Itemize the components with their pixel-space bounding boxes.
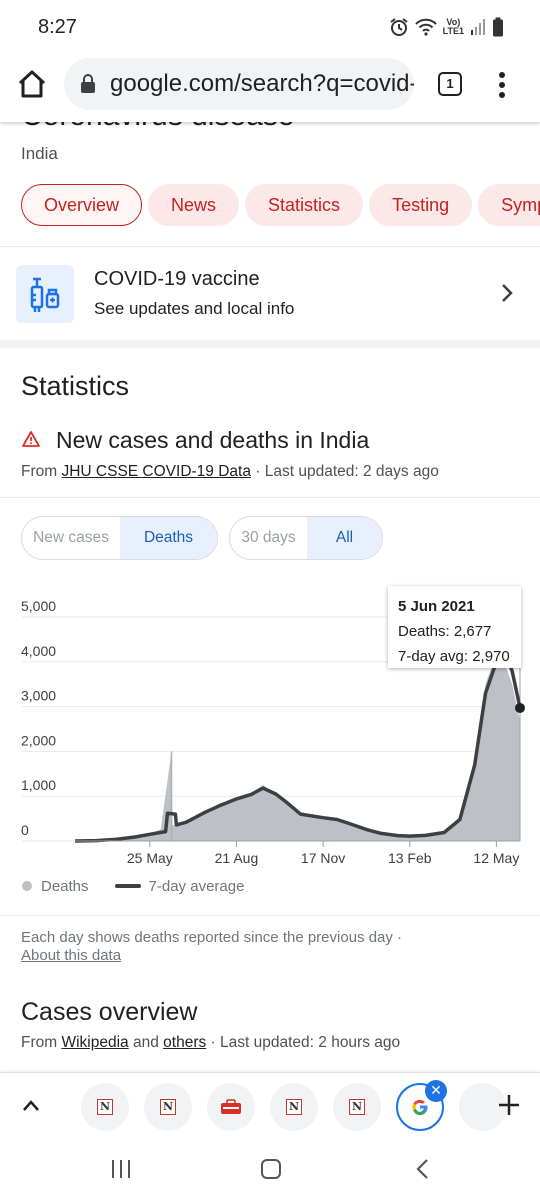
- alarm-icon: [390, 18, 408, 36]
- divider: [0, 497, 540, 498]
- cases-source-middle: and: [128, 1034, 164, 1051]
- tab-thumbnail[interactable]: [207, 1083, 255, 1131]
- vaccine-icon: [16, 265, 74, 323]
- status-time: 8:27: [38, 16, 77, 38]
- chart-legend: Deaths 7-day average: [22, 876, 244, 896]
- y-tick-label: 1,000: [21, 777, 56, 793]
- chart-tooltip: 5 Jun 2021 Deaths: 2,677 7-day avg: 2,97…: [388, 586, 521, 668]
- cases-overview-heading: Cases overview: [21, 998, 198, 1026]
- divider: [0, 246, 540, 247]
- warning-icon: [22, 431, 40, 447]
- x-tick-label: 13 Feb: [388, 850, 432, 866]
- tab-thumbnail[interactable]: [459, 1083, 507, 1131]
- knowledge-panel-subtitle: India: [21, 144, 58, 163]
- chevron-up-icon[interactable]: [20, 1095, 42, 1117]
- status-icons: Vo) LTE1: [389, 16, 504, 38]
- url-text: google.com/search?q=covid-: [110, 70, 414, 97]
- chevron-right-icon: [502, 284, 513, 302]
- network-type-label: Vo) LTE1: [442, 17, 464, 36]
- x-tick-label: 21 Aug: [215, 850, 259, 866]
- average-line: [74, 651, 522, 843]
- x-tick-label: 12 May: [473, 850, 519, 866]
- back-icon[interactable]: [414, 1158, 430, 1180]
- status-bar: 8:27 Vo) LTE1: [0, 0, 540, 56]
- tab-switcher-button[interactable]: 1: [438, 72, 462, 96]
- tab-strip: N N N N ✕: [0, 1072, 540, 1138]
- signal-icon: [471, 19, 485, 35]
- footnote-text: Each day shows deaths reported since the…: [21, 929, 403, 946]
- chart-heading: New cases and deaths in India: [56, 427, 370, 453]
- wikipedia-link[interactable]: Wikipedia: [61, 1034, 129, 1051]
- system-nav-bar: [0, 1138, 540, 1200]
- topic-chips: OverviewNewsStatisticsTestingSymptoms: [21, 184, 540, 226]
- chip-overview[interactable]: Overview: [21, 184, 143, 226]
- chip-news[interactable]: News: [148, 184, 240, 226]
- tooltip-average: 7-day avg: 2,970: [398, 648, 510, 665]
- tab-thumbnail[interactable]: N: [270, 1083, 318, 1131]
- x-tick-label: 25 May: [127, 850, 173, 866]
- google-favicon-icon: [412, 1099, 428, 1116]
- highlight-point: [515, 702, 525, 713]
- divider: [0, 915, 540, 916]
- legend-average-label: 7-day average: [148, 877, 245, 895]
- url-field[interactable]: google.com/search?q=covid-: [64, 58, 414, 110]
- y-tick-label: 5,000: [21, 598, 56, 614]
- toggle-new-cases[interactable]: New cases: [33, 529, 109, 546]
- notion-favicon-icon: N: [160, 1099, 176, 1115]
- chip-testing[interactable]: Testing: [369, 184, 473, 226]
- tab-thumbnail[interactable]: N: [144, 1083, 192, 1131]
- deaths-area: [75, 652, 520, 841]
- chart-footnote: Each day shows deaths reported since the…: [21, 929, 402, 965]
- legend-deaths-label: Deaths: [41, 877, 89, 895]
- source-link[interactable]: JHU CSSE COVID-19 Data: [61, 463, 251, 480]
- home-icon[interactable]: [16, 68, 48, 100]
- others-link[interactable]: others: [163, 1034, 207, 1051]
- y-tick-label: 4,000: [21, 643, 56, 659]
- deaths-chart[interactable]: 5,000 4,000 3,000 2,000 1,000 0 25 May 21 Aug 17…: [0, 575, 540, 870]
- wifi-icon: [414, 18, 437, 36]
- about-data-link[interactable]: About this data: [21, 947, 122, 964]
- tooltip-date: 5 Jun 2021: [398, 598, 475, 615]
- source-prefix: From: [21, 463, 62, 480]
- browser-toolbar: google.com/search?q=covid- 1: [0, 56, 540, 122]
- tooltip-deaths: Deaths: 2,677: [398, 623, 492, 640]
- vaccine-subtitle: See updates and local info: [94, 299, 295, 318]
- tab-thumbnail[interactable]: N: [81, 1083, 129, 1131]
- lock-icon: [81, 74, 95, 93]
- y-tick-label: 0: [21, 822, 29, 838]
- cases-source-prefix: From: [21, 1034, 62, 1051]
- source-suffix: · Last updated: 2 days ago: [250, 463, 439, 480]
- metric-toggle: New cases Deaths: [21, 516, 218, 560]
- chip-statistics[interactable]: Statistics: [245, 184, 364, 226]
- recent-apps-icon[interactable]: [110, 1159, 132, 1179]
- x-tick-label: 17 Nov: [301, 850, 345, 866]
- statistics-heading: Statistics: [21, 371, 130, 401]
- legend-deaths-swatch: [22, 881, 32, 891]
- notion-favicon-icon: N: [97, 1099, 113, 1115]
- source-line: From JHU CSSE COVID-19 Data · Last updat…: [21, 463, 439, 481]
- notion-favicon-icon: N: [286, 1099, 302, 1115]
- toggle-30-days[interactable]: 30 days: [241, 529, 296, 546]
- toggle-deaths[interactable]: Deaths: [120, 517, 217, 559]
- toolbox-favicon-icon: [221, 1099, 241, 1114]
- tab-thumbnail[interactable]: N: [333, 1083, 381, 1131]
- section-divider: [0, 340, 540, 348]
- cases-source-line: From Wikipedia and others · Last updated…: [21, 1034, 400, 1052]
- chip-symptoms[interactable]: Symptoms: [478, 184, 540, 226]
- close-tab-icon[interactable]: ✕: [425, 1080, 447, 1102]
- battery-icon: [493, 17, 503, 37]
- notion-favicon-icon: N: [349, 1099, 365, 1115]
- vaccine-card[interactable]: COVID-19 vaccine See updates and local i…: [0, 250, 540, 340]
- range-toggle: 30 days All: [229, 516, 383, 560]
- new-tab-icon[interactable]: [497, 1093, 521, 1117]
- y-tick-label: 2,000: [21, 732, 56, 748]
- more-menu-icon[interactable]: [494, 70, 510, 100]
- home-nav-icon[interactable]: [260, 1158, 282, 1180]
- y-tick-label: 3,000: [21, 688, 56, 704]
- cases-source-suffix: · Last updated: 2 hours ago: [206, 1034, 401, 1051]
- legend-average-swatch: [114, 884, 141, 888]
- vaccine-title: COVID-19 vaccine: [94, 268, 260, 290]
- toggle-all[interactable]: All: [307, 517, 382, 559]
